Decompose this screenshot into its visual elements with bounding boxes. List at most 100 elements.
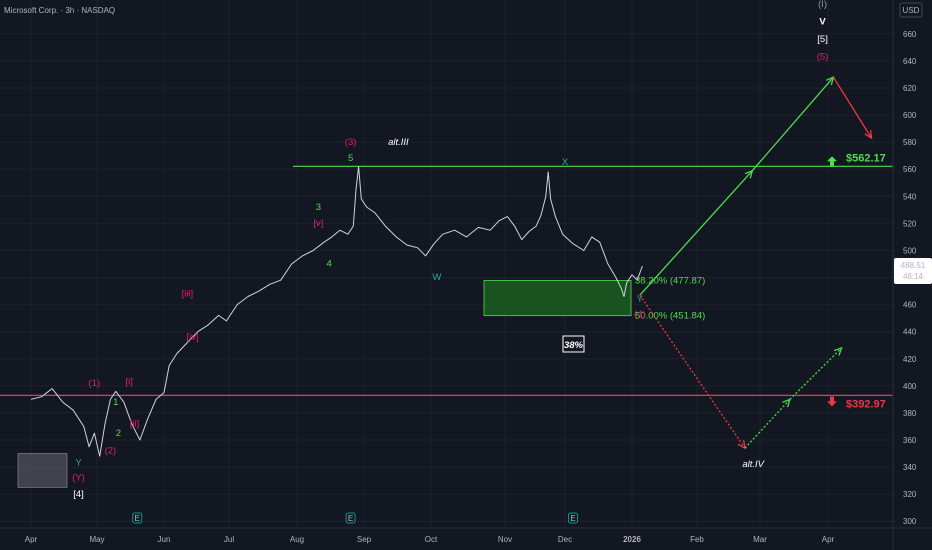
grid: [0, 0, 893, 528]
arrow-down-icon: [827, 396, 837, 407]
earnings-marker-label: E: [135, 514, 140, 523]
x-tick-label: Apr: [822, 535, 835, 544]
x-tick-label: Jun: [158, 535, 171, 544]
x-tick-label: Aug: [290, 535, 304, 544]
wave-label: alt.IV: [742, 459, 765, 470]
x-tick-label: 2026: [623, 535, 641, 544]
projection-green-solid: [639, 170, 753, 296]
y-tick-label: 320: [903, 490, 917, 499]
projection-arrowhead: [825, 76, 835, 86]
y-tick-label: 400: [903, 382, 917, 391]
earnings-icon: [345, 512, 356, 524]
support-box: [17, 453, 68, 488]
projection-arrowhead: [782, 398, 791, 408]
wave-label: Y: [637, 294, 644, 305]
projection-green-dotted: [789, 347, 843, 400]
wave-label: [4]: [73, 489, 84, 500]
wave-label: (1): [89, 378, 101, 389]
wave-labels-layer: (I) V [5] (5) (3) alt.III 5 X 3 [v] 4 W [iii] [iv] (1)…: [72, 0, 828, 500]
last-price-value: 488.51: [901, 261, 926, 270]
x-tick-label: Jul: [224, 535, 234, 544]
y-tick-label: 340: [903, 463, 917, 472]
wave-label: (I): [818, 0, 827, 10]
fib-lower-label: 50.00% (451.84): [635, 311, 705, 322]
projection-red-solid: [832, 76, 873, 139]
projection-arrowhead: [744, 169, 754, 179]
wave-label: [iii]: [182, 288, 194, 299]
percent-badge-label: 38%: [564, 340, 584, 351]
wave-label: 1: [113, 397, 118, 408]
projection-arrowhead: [833, 346, 843, 356]
fib-zone: [483, 280, 632, 317]
projection-green-solid: [751, 76, 834, 172]
price-series-line: [30, 166, 643, 457]
earnings-icon: [132, 512, 143, 524]
projection-green-dotted: [744, 398, 791, 449]
wave-label: 2: [116, 428, 121, 439]
levels-layer: $562.17 $392.97: [0, 152, 893, 410]
wave-label: Y: [75, 458, 82, 469]
arrow-up-icon: [827, 156, 837, 167]
time-axis[interactable]: Apr May Jun Jul Aug Sep Oct Nov Dec 2026 Feb Mar Apr: [0, 527, 932, 544]
x-tick-label: May: [89, 535, 104, 544]
wave-label: (5): [817, 52, 829, 63]
currency-label: USD: [903, 6, 920, 15]
wave-label: 4: [327, 259, 332, 270]
y-tick-label: 300: [903, 517, 917, 526]
earnings-icon: [568, 512, 579, 524]
level-label-green: $562.17: [846, 152, 886, 164]
wave-label: alt.III: [388, 137, 409, 148]
wave-label: [iv]: [187, 332, 199, 343]
x-tick-label: Sep: [357, 535, 372, 544]
y-tick-label: 580: [903, 138, 917, 147]
x-tick-label: Feb: [690, 535, 704, 544]
percent-badge: [562, 335, 585, 353]
earnings-marker-label: E: [348, 514, 353, 523]
wave-label: V: [819, 16, 826, 27]
price-axis[interactable]: 3003203403603804004204404604805005205405…: [892, 0, 932, 550]
y-tick-label: 460: [903, 301, 917, 310]
wave-label: X: [562, 157, 569, 168]
chart-title: Microsoft Corp. · 3h · NASDAQ: [4, 6, 115, 15]
x-tick-label: Dec: [558, 535, 572, 544]
x-tick-label: Nov: [498, 535, 512, 544]
fib-upper-label: 38.20% (477.87): [635, 275, 705, 286]
y-tick-label: 640: [903, 57, 917, 66]
projection-arrowhead: [864, 130, 873, 140]
currency-button[interactable]: USD: [899, 2, 923, 18]
y-tick-label: 560: [903, 165, 917, 174]
wave-label: (2): [105, 446, 117, 457]
wave-label: [ii]: [130, 418, 140, 429]
wave-label: W: [432, 272, 441, 283]
zones-layer: 38.20% (477.87) 50.00% (451.84) 38%: [17, 275, 705, 488]
wave-label: (4): [634, 309, 646, 320]
wave-label: [i]: [125, 376, 132, 387]
level-label-red: $392.97: [846, 398, 886, 410]
y-tick-label: 360: [903, 436, 917, 445]
earnings-marker-label: E: [570, 514, 575, 523]
wave-label: [5]: [817, 34, 828, 45]
y-tick-label: 660: [903, 30, 917, 39]
wave-label: (3): [345, 137, 357, 148]
x-tick-label: Apr: [25, 535, 38, 544]
wave-label: (Y): [72, 473, 85, 484]
wave-label: 5: [348, 153, 353, 164]
y-tick-label: 440: [903, 328, 917, 337]
y-tick-label: 620: [903, 84, 917, 93]
projections-layer: [639, 76, 873, 450]
last-price-tag: [894, 258, 932, 285]
projection-red-dotted: [639, 294, 746, 449]
y-tick-label: 540: [903, 192, 917, 201]
x-tick-label: Oct: [425, 535, 438, 544]
y-tick-label: 600: [903, 111, 917, 120]
y-tick-label: 380: [903, 409, 917, 418]
bar-countdown: 48:14: [903, 272, 924, 281]
y-tick-label: 420: [903, 355, 917, 364]
y-tick-label: 520: [903, 219, 917, 228]
wave-label: [v]: [313, 218, 323, 229]
price-layer: [30, 166, 643, 457]
wave-label: 3: [316, 202, 321, 213]
